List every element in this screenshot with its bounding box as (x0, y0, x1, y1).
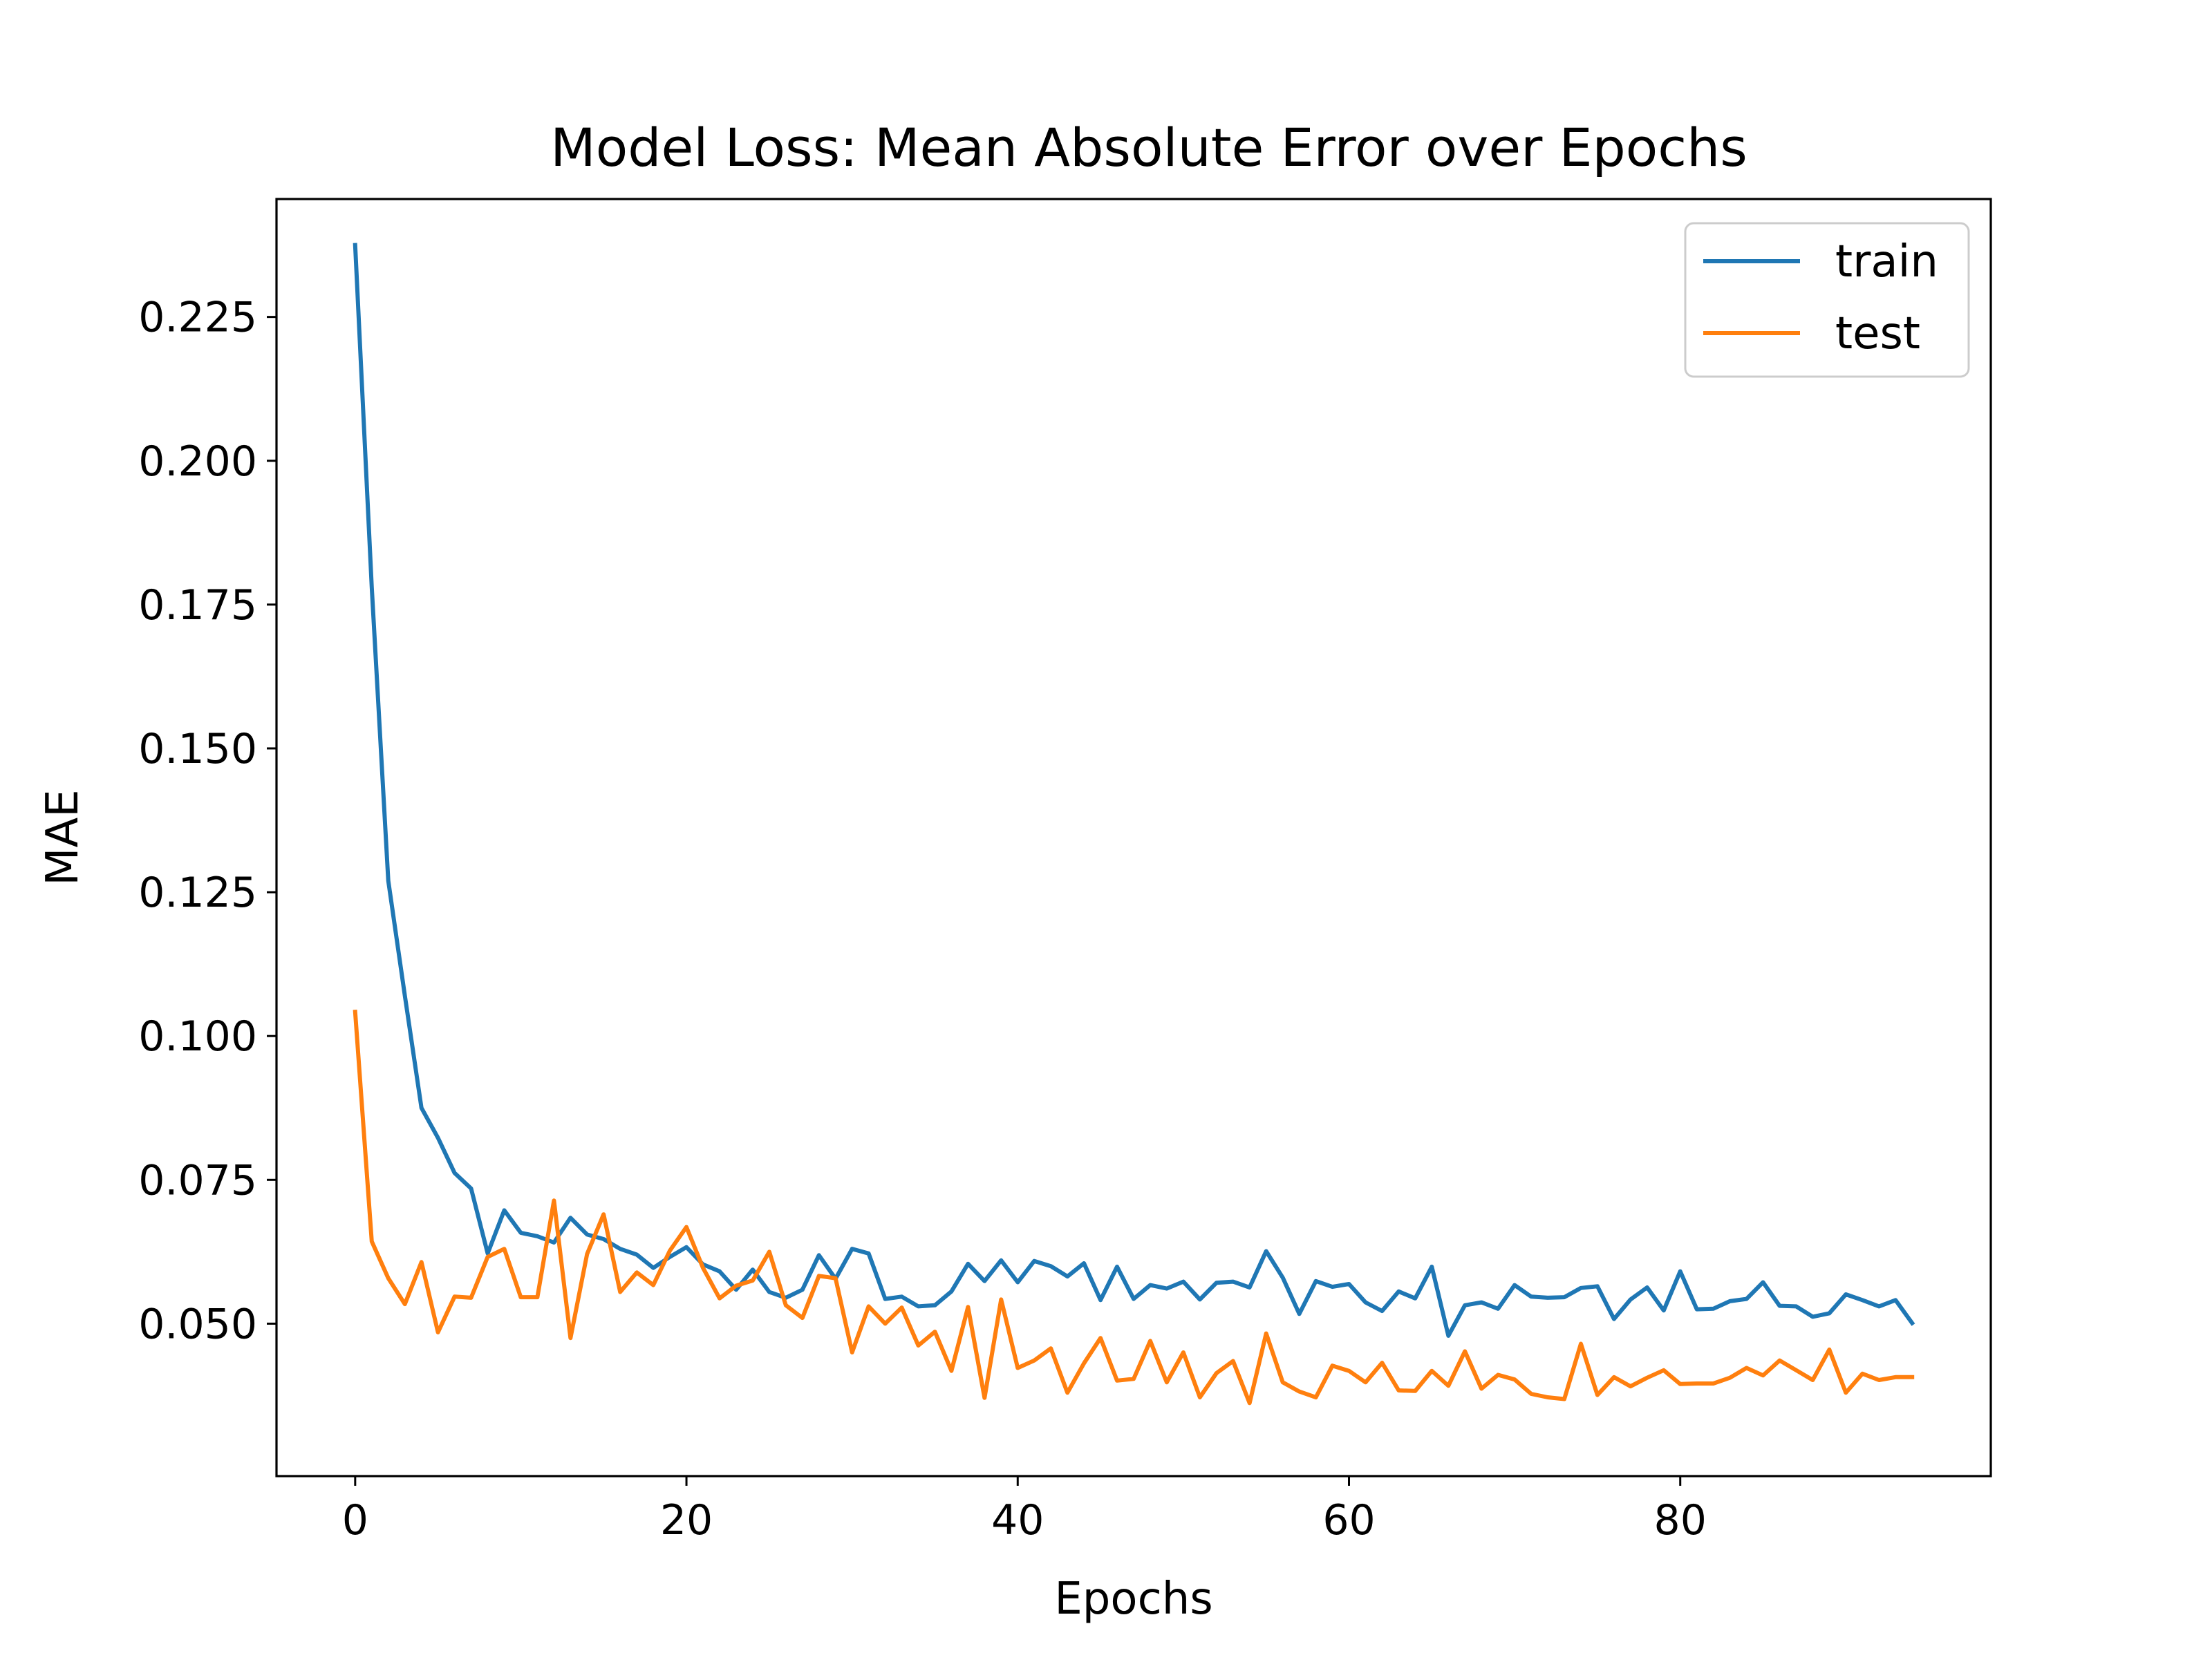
y-tick-label: 0.050 (138, 1300, 257, 1348)
x-tick-label: 80 (1654, 1496, 1707, 1545)
x-axis-label: Epochs (1054, 1574, 1212, 1625)
x-tick-label: 60 (1322, 1496, 1375, 1545)
y-tick-label: 0.175 (138, 581, 257, 630)
legend: train test (1685, 223, 1969, 377)
y-tick-label: 0.225 (138, 294, 257, 342)
x-tick-label: 20 (660, 1496, 713, 1545)
y-axis-label: MAE (37, 789, 88, 885)
y-tick-label: 0.150 (138, 725, 257, 773)
y-tick-label: 0.125 (138, 869, 257, 917)
y-tick-label: 0.100 (138, 1012, 257, 1061)
legend-label-test: test (1835, 308, 1920, 359)
x-tick-label: 0 (342, 1496, 368, 1545)
legend-label-train: train (1835, 236, 1938, 287)
x-tick-label: 40 (991, 1496, 1044, 1545)
y-tick-label: 0.200 (138, 437, 257, 486)
chart-title: Model Loss: Mean Absolute Error over Epo… (550, 117, 1747, 178)
y-tick-label: 0.075 (138, 1156, 257, 1205)
